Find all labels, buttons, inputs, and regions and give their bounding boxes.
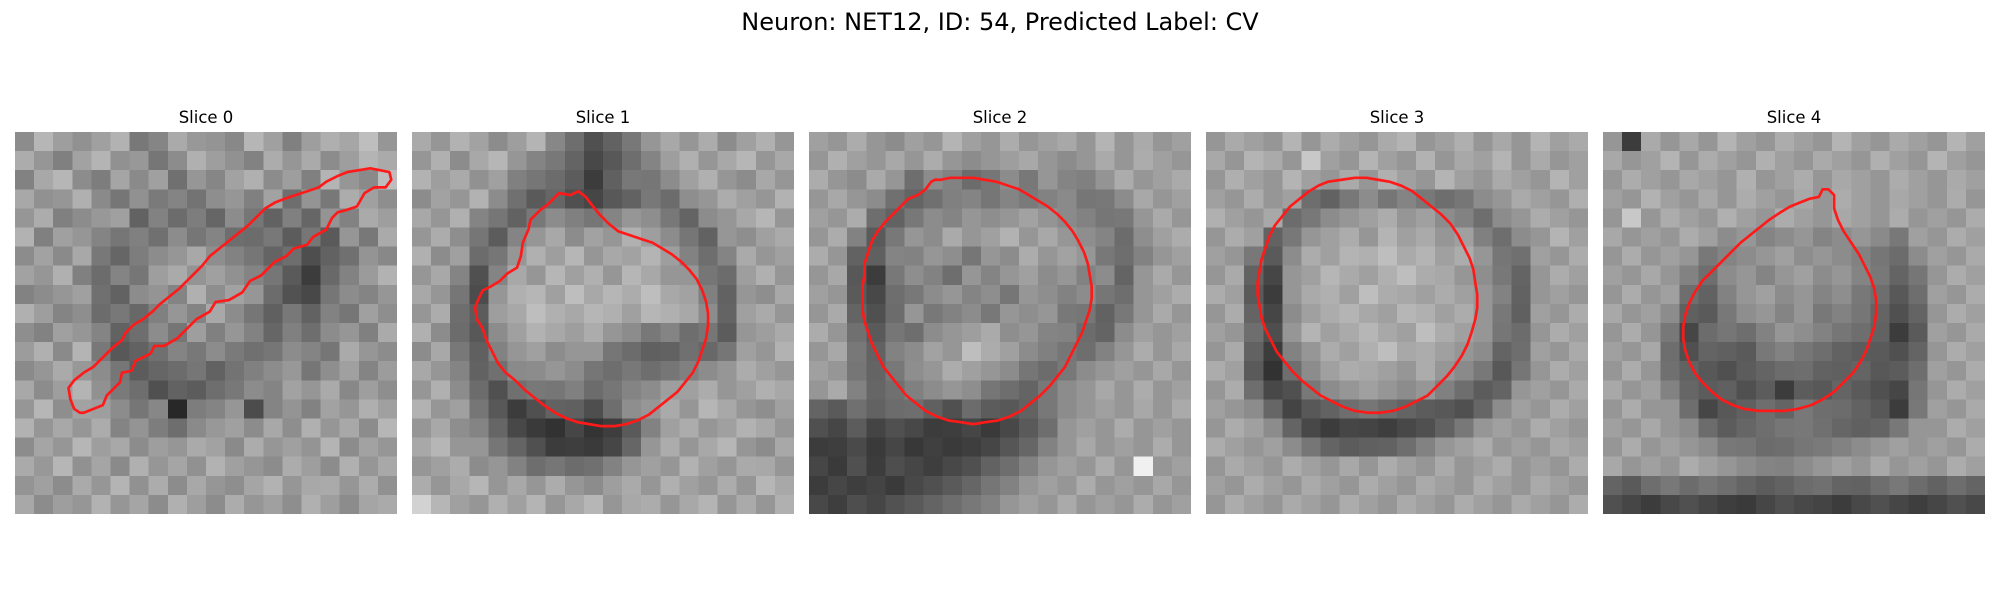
slice-image bbox=[412, 132, 794, 514]
slice-title: Slice 2 bbox=[972, 108, 1028, 127]
pixel-grid bbox=[809, 132, 1191, 514]
pixel-grid bbox=[1603, 132, 1985, 514]
slice-panel-1: Slice 1 bbox=[412, 108, 794, 514]
slice-panel-0: Slice 0 bbox=[15, 108, 397, 514]
slice-panel-3: Slice 3 bbox=[1206, 108, 1588, 514]
slice-panel-2: Slice 2 bbox=[809, 108, 1191, 514]
segmentation-contour bbox=[861, 176, 1094, 426]
figure-title: Neuron: NET12, ID: 54, Predicted Label: … bbox=[741, 8, 1259, 36]
segmentation-contour bbox=[1256, 176, 1479, 415]
slice-image bbox=[1603, 132, 1985, 514]
pixel-grid bbox=[1206, 132, 1588, 514]
slice-panel-4: Slice 4 bbox=[1603, 108, 1985, 514]
slice-image bbox=[15, 132, 397, 514]
slice-title: Slice 1 bbox=[575, 108, 631, 127]
pixel-grid bbox=[15, 132, 397, 514]
slice-title: Slice 3 bbox=[1369, 108, 1425, 127]
slice-image bbox=[809, 132, 1191, 514]
slice-image bbox=[1206, 132, 1588, 514]
segmentation-contour bbox=[473, 189, 710, 428]
segmentation-contour bbox=[67, 166, 393, 415]
slice-title: Slice 4 bbox=[1766, 108, 1822, 127]
pixel-grid bbox=[412, 132, 794, 514]
segmentation-contour bbox=[1681, 187, 1878, 413]
slice-title: Slice 0 bbox=[178, 108, 234, 127]
